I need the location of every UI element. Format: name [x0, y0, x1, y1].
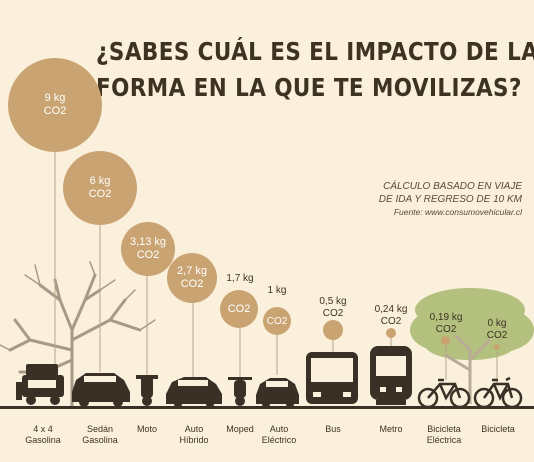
green-tree-illustration — [410, 288, 534, 404]
value-bicycle: 0 kg CO2 — [472, 318, 522, 342]
value-moped: 1,7 kg — [226, 273, 254, 284]
value-bus-kg: 0,5 kg — [319, 296, 347, 307]
value-bicycle-kg: 0 kg — [487, 318, 507, 329]
label-line: Bicicleta — [427, 424, 461, 434]
bubble-unit: CO2 — [136, 249, 160, 261]
jeep-icon — [16, 364, 64, 405]
label-4x4: 4 x 4 Gasolina — [25, 424, 61, 446]
bubble-stems — [54, 150, 498, 385]
label-moped: Moped — [226, 424, 254, 435]
calculation-note: CÁLCULO BASADO EN VIAJE DE IDA Y REGRESO… — [379, 180, 522, 219]
label-line: Híbrido — [179, 435, 209, 445]
metro-icon — [370, 346, 412, 405]
dot-metro — [386, 328, 396, 338]
bubble-moto: 3,13 kg CO2 — [121, 222, 175, 276]
value-ebike-kg: 0,19 kg — [429, 312, 463, 323]
value-metro-unit: CO2 — [380, 316, 402, 327]
ground-line — [0, 406, 534, 409]
label-line: Auto — [184, 424, 204, 434]
moped-icon — [228, 377, 252, 406]
label-moto: Moto — [137, 424, 157, 435]
label-line: Gasolina — [25, 435, 61, 445]
value-electric-car: 1 kg — [267, 285, 287, 296]
dot-ebike — [441, 336, 450, 345]
value-ebike: 0,19 kg CO2 — [420, 312, 472, 336]
note-line-1: CÁLCULO BASADO EN VIAJE — [383, 181, 522, 192]
label-sedan: Sedán Gasolina — [82, 424, 118, 446]
bubble-value: 6 kg — [89, 175, 111, 187]
ebike-icon — [417, 378, 471, 409]
bubble-value: 2,7 kg — [177, 265, 207, 277]
label-bus: Bus — [325, 424, 341, 435]
title-line-1: ¿SABES CUÁL ES EL IMPACTO DE LA — [96, 37, 534, 66]
bubble-unit: CO2 — [266, 315, 288, 327]
bubble-unit: CO2 — [180, 278, 204, 290]
value-bus: 0,5 kg CO2 — [306, 296, 360, 320]
dot-bus — [323, 320, 343, 340]
note-source: Fuente: www.consumovehicular.cl — [393, 207, 522, 217]
bus-icon — [306, 352, 358, 404]
label-line: Bicicleta — [481, 424, 515, 434]
bubble-sedan: 6 kg CO2 — [63, 151, 137, 225]
label-line: Moto — [136, 424, 158, 434]
label-line: Metro — [379, 424, 403, 434]
value-bicycle-unit: CO2 — [486, 330, 508, 341]
value-metro: 0,24 kg CO2 — [366, 304, 416, 328]
bubble-4x4: 9 kg CO2 — [8, 58, 102, 152]
page-title: ¿SABES CUÁL ES EL IMPACTO DE LA FORMA EN… — [96, 34, 534, 106]
label-line: Eléctrico — [261, 435, 297, 445]
hybrid-car-icon — [166, 377, 222, 408]
label-hybrid-car: Auto Híbrido — [179, 424, 208, 446]
bubble-unit: CO2 — [227, 302, 251, 315]
bubble-value: 9 kg — [44, 92, 66, 104]
dot-bicycle — [494, 344, 500, 350]
label-line: Sedán — [86, 424, 114, 434]
label-metro: Metro — [379, 424, 402, 435]
label-ebike: Bicicleta Eléctrica — [427, 424, 462, 446]
label-electric-car: Auto Eléctrico — [262, 424, 297, 446]
bubble-unit: CO2 — [43, 105, 67, 117]
label-bicycle: Bicicleta — [481, 424, 515, 435]
title-line-2: FORMA EN LA QUE TE MOVILIZAS? — [96, 73, 522, 102]
vehicle-icons — [16, 346, 523, 409]
motorcycle-icon — [136, 375, 158, 406]
label-line: Eléctrica — [426, 435, 462, 445]
label-line: Auto — [269, 424, 289, 434]
bubble-moped: CO2 — [220, 290, 258, 328]
value-bus-unit: CO2 — [322, 308, 344, 319]
sedan-icon — [72, 373, 130, 407]
value-metro-kg: 0,24 kg — [374, 304, 408, 315]
note-line-2: DE IDA Y REGRESO DE 10 KM — [378, 194, 522, 205]
label-line: Bus — [325, 424, 341, 434]
bubble-hybrid-car: 2,7 kg CO2 — [167, 253, 217, 303]
label-line: Gasolina — [82, 435, 118, 445]
bubble-electric-car: CO2 — [263, 307, 291, 335]
label-line: Moped — [226, 424, 254, 434]
value-ebike-unit: CO2 — [435, 324, 457, 335]
bicycle-icon — [473, 376, 523, 409]
electric-car-icon — [256, 378, 299, 408]
label-line: 4 x 4 — [33, 424, 53, 434]
bubble-value: 3,13 kg — [129, 236, 167, 248]
bubble-unit: CO2 — [88, 188, 112, 200]
